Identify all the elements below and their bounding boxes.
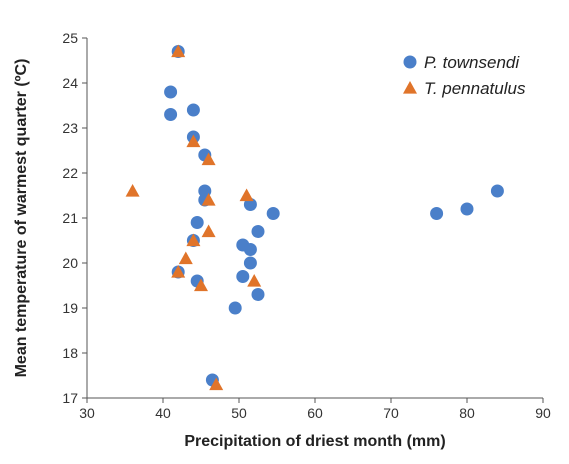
y-tick-label: 20: [62, 255, 78, 271]
point: [125, 184, 140, 197]
point: [243, 198, 257, 211]
y-tick-label: 22: [62, 165, 78, 181]
point: [266, 207, 280, 220]
point: [164, 108, 178, 121]
point: [239, 188, 254, 202]
y-tick-label: 21: [62, 210, 78, 226]
point: [228, 301, 242, 315]
point: [186, 134, 201, 148]
x-tick-label: 80: [459, 405, 475, 421]
y-tick-label: 17: [62, 390, 78, 406]
x-tick-label: 70: [383, 405, 399, 421]
legend-marker: [403, 81, 417, 94]
point: [243, 256, 257, 270]
point: [430, 207, 444, 220]
point: [171, 44, 186, 58]
point: [209, 377, 224, 391]
y-axis-label: Mean temperature of warmest quarter (ºC): [13, 59, 30, 378]
x-tick-label: 60: [307, 405, 323, 421]
point: [201, 193, 216, 206]
point: [251, 225, 265, 238]
x-tick-label: 50: [231, 405, 247, 421]
point: [243, 243, 257, 256]
legend-marker: [403, 55, 417, 69]
y-tick-label: 24: [62, 75, 78, 91]
x-axis-label: Precipitation of driest month (mm): [184, 433, 445, 450]
point: [171, 265, 186, 278]
point: [186, 233, 201, 247]
point: [186, 103, 200, 117]
point: [190, 216, 204, 229]
point: [194, 278, 208, 292]
point: [201, 152, 216, 166]
point: [490, 184, 504, 198]
point: [247, 274, 262, 287]
y-tick-label: 18: [62, 345, 78, 361]
point: [236, 270, 250, 283]
legend-label: P. townsendi: [424, 53, 520, 72]
y-tick-label: 25: [62, 30, 78, 46]
x-tick-label: 30: [79, 405, 95, 421]
point: [178, 251, 193, 265]
y-tick-label: 23: [62, 120, 78, 136]
y-tick-label: 19: [62, 300, 78, 316]
point: [460, 202, 474, 216]
point: [251, 288, 265, 301]
x-tick-label: 90: [535, 405, 551, 421]
x-tick-label: 40: [155, 405, 171, 421]
point: [164, 85, 178, 99]
legend-label: T. pennatulus: [424, 79, 526, 98]
point: [201, 224, 216, 238]
